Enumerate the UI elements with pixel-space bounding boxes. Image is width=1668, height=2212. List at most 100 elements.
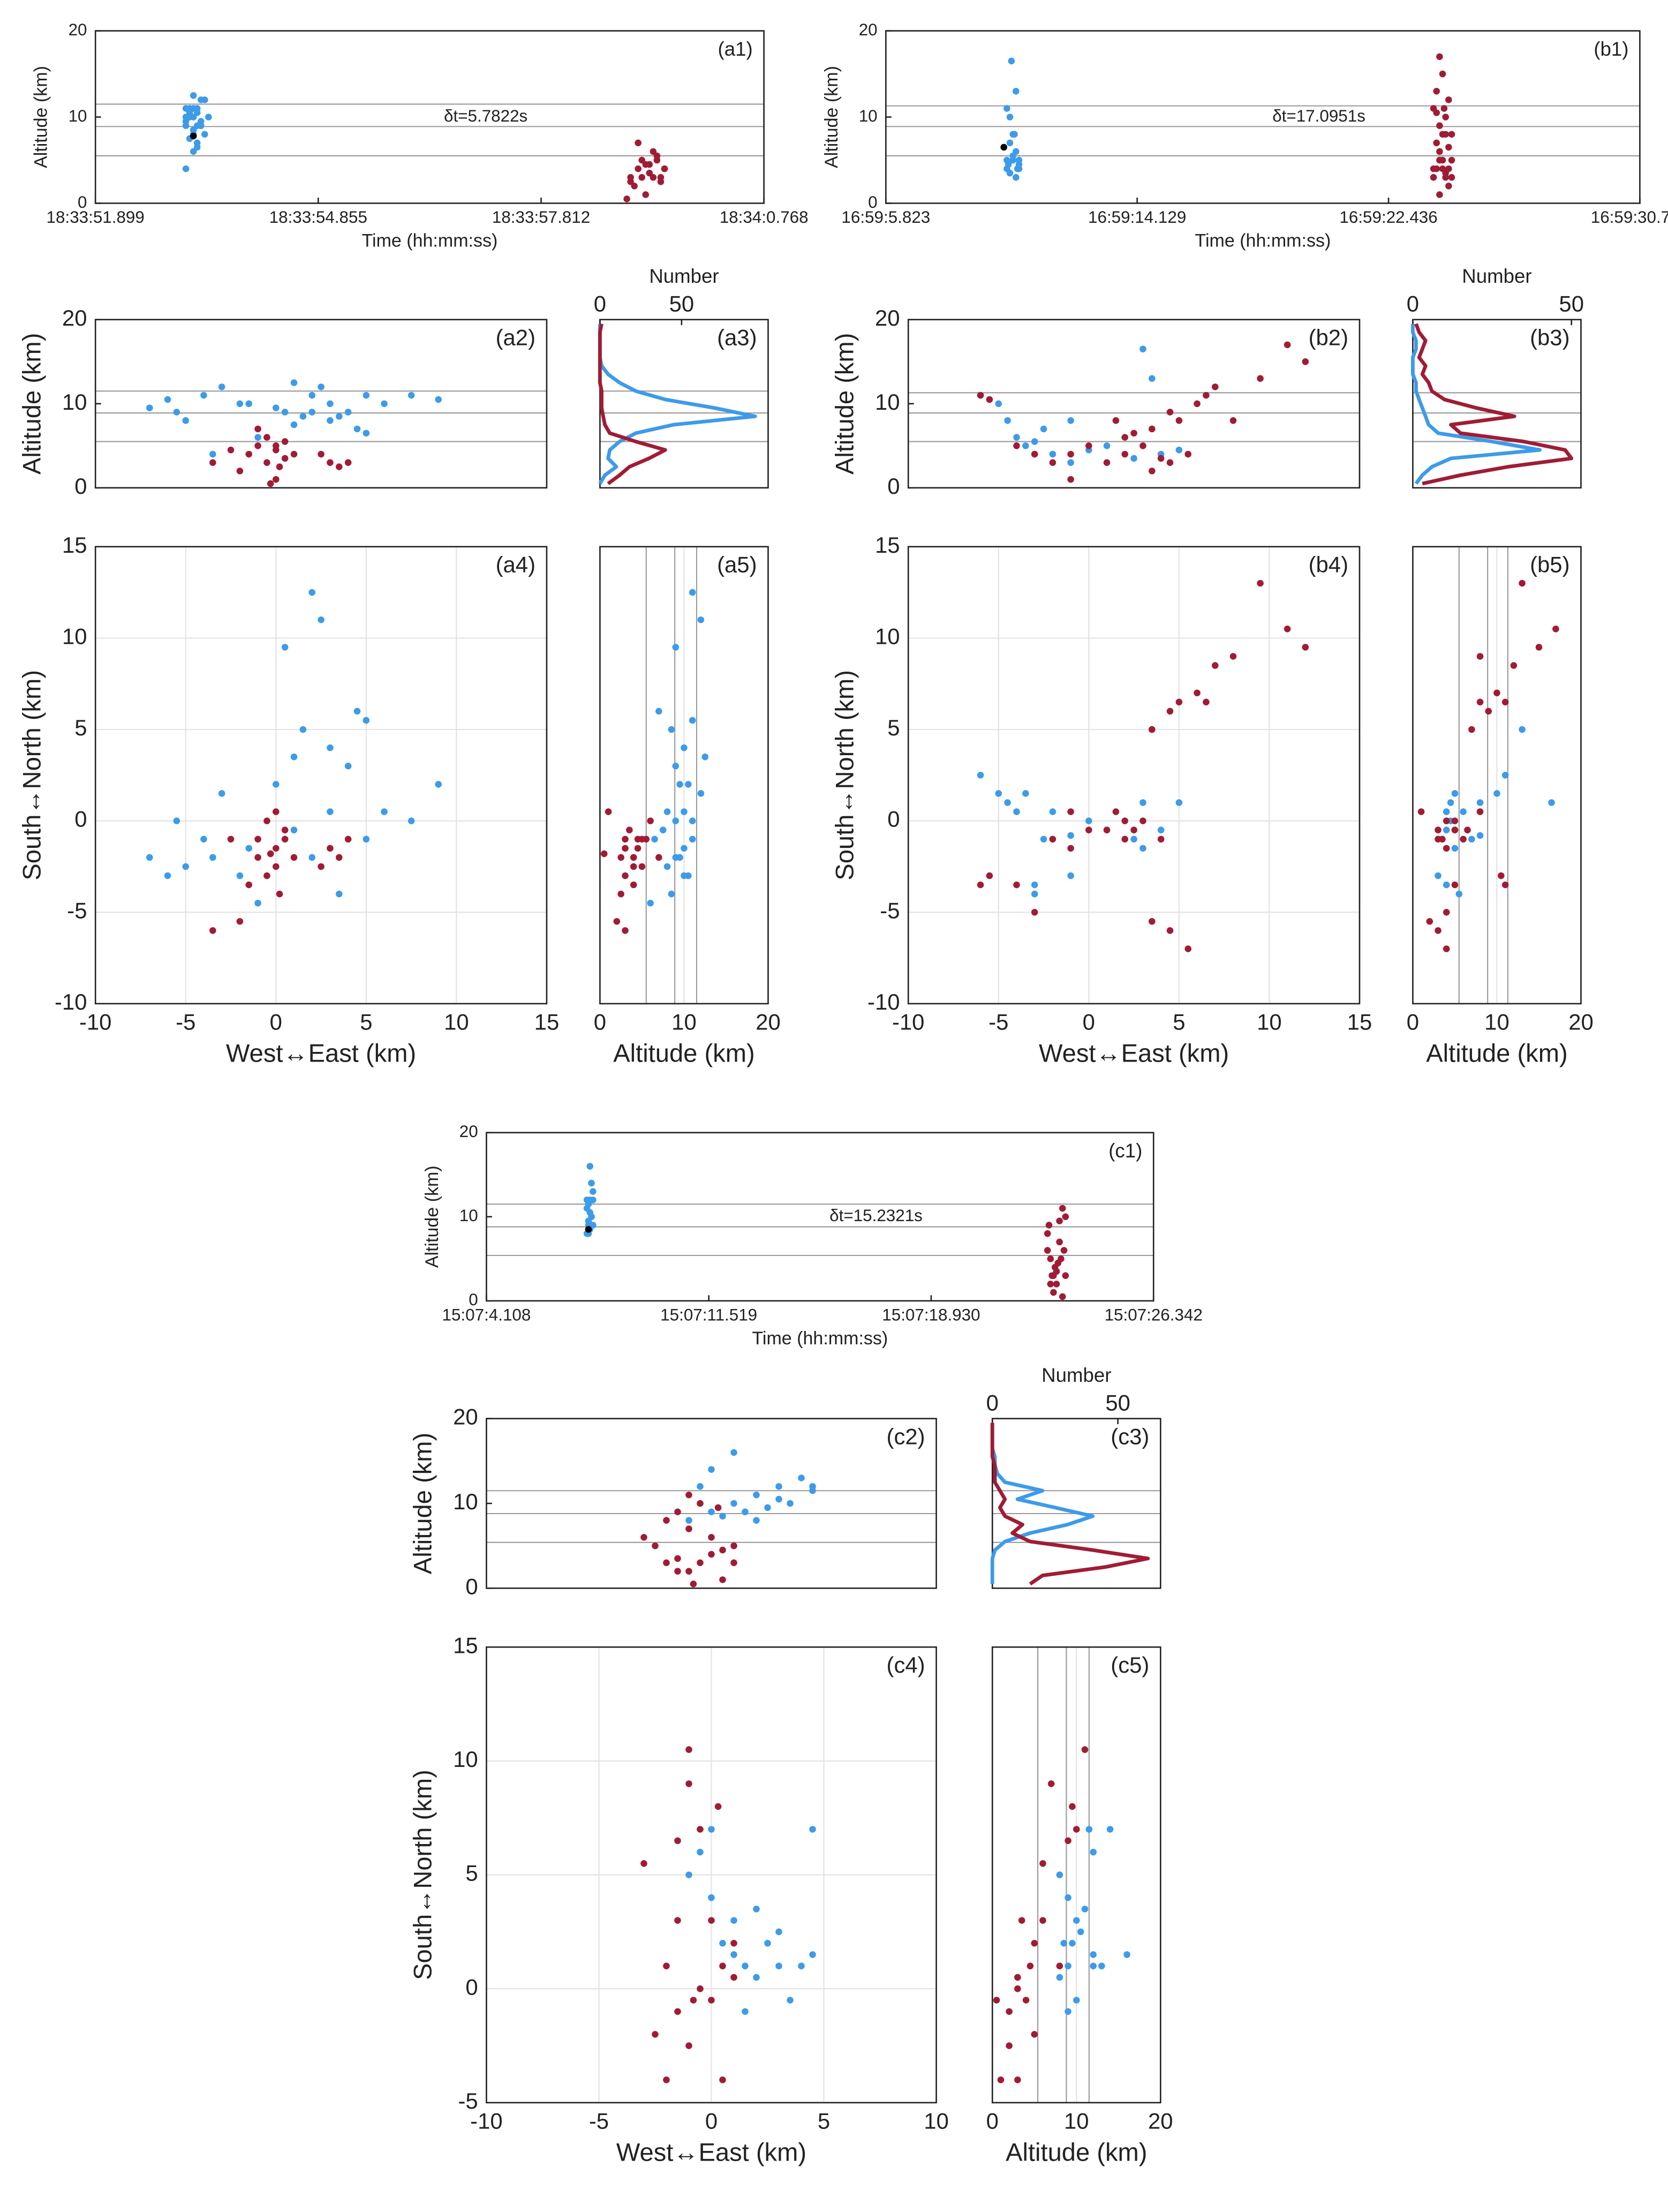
source-point (798, 1962, 805, 1969)
x-tick-label: 0 (1407, 1010, 1419, 1035)
y-tick-label: 10 (62, 623, 87, 649)
source-point (1121, 817, 1129, 824)
source-point (263, 872, 270, 879)
source-point (200, 836, 207, 843)
profile-line (1414, 323, 1574, 486)
source-point (281, 438, 289, 445)
y-tick-label: 0 (887, 473, 900, 499)
source-point (1184, 450, 1191, 458)
axes-frame (94, 319, 548, 489)
source-point (1067, 872, 1074, 879)
source-point (622, 845, 629, 852)
source-point (318, 383, 324, 390)
source-point (344, 459, 352, 466)
source-point (1058, 1255, 1065, 1262)
source-point (299, 413, 307, 420)
source-point (327, 845, 334, 852)
x-tick-label: 15 (1347, 1010, 1372, 1035)
profile-line (598, 323, 667, 485)
source-point (634, 845, 641, 852)
y-tick-label: 10 (875, 389, 900, 415)
y-tick-label: 5 (887, 715, 900, 740)
source-point (290, 854, 298, 861)
source-point (290, 379, 298, 386)
source-point (1047, 1780, 1055, 1787)
source-point (1194, 400, 1201, 408)
source-point (681, 872, 688, 879)
source-point (719, 1939, 726, 1947)
source-point (1166, 708, 1174, 715)
panel-label: (c2) (887, 1424, 925, 1449)
source-point (1212, 662, 1219, 669)
source-point (1085, 442, 1092, 449)
x-tick-label: 18:33:57.812 (492, 208, 590, 227)
source-point (273, 404, 280, 411)
source-point (1014, 1985, 1021, 1992)
source-point (236, 468, 244, 475)
source-point (1060, 1247, 1068, 1254)
source-point (198, 118, 205, 125)
axes-frame (599, 546, 769, 1005)
source-point (627, 178, 634, 185)
axes-frame (486, 1646, 937, 2104)
source-point (605, 808, 612, 815)
source-point (986, 872, 993, 879)
source-point (245, 845, 253, 852)
source-point (1149, 468, 1156, 475)
source-point (299, 726, 307, 733)
source-point (1000, 144, 1007, 151)
source-point (685, 1568, 692, 1575)
source-point (1031, 890, 1038, 898)
source-point (652, 1542, 659, 1549)
source-point (1257, 580, 1264, 587)
source-point (254, 425, 261, 433)
source-point (1445, 183, 1452, 190)
source-point (685, 1780, 692, 1787)
source-point (689, 817, 696, 824)
axes-frame (1412, 546, 1582, 1005)
source-point (1006, 2008, 1013, 2015)
y-tick-label: 10 (875, 623, 900, 649)
source-point (1044, 1230, 1051, 1237)
source-point (327, 417, 334, 424)
source-point (190, 132, 197, 140)
source-point (1047, 1255, 1054, 1262)
source-point (1229, 653, 1237, 660)
source-point (1430, 165, 1437, 172)
y-axis-label: Altitude (km) (830, 333, 858, 475)
panel-label: (a3) (717, 325, 757, 350)
source-point (1203, 392, 1210, 399)
source-point (585, 1226, 592, 1233)
source-point (1443, 945, 1450, 952)
source-point (193, 109, 201, 116)
source-point (1103, 442, 1111, 449)
source-point (685, 1871, 692, 1878)
x-axis-label: Altitude (km) (613, 1039, 754, 1067)
source-point (1552, 626, 1559, 633)
y-axis-label: Altitude (km) (422, 1165, 442, 1268)
x-axis-label: West↔East (km) (1039, 1039, 1229, 1067)
source-point (336, 890, 343, 898)
source-point (327, 808, 334, 815)
source-point (714, 1803, 722, 1810)
source-point (719, 2076, 726, 2083)
source-point (273, 442, 280, 449)
source-point (1548, 799, 1555, 806)
source-point (200, 392, 207, 399)
source-point (1302, 358, 1309, 365)
source-point (647, 817, 654, 824)
source-point (245, 450, 253, 458)
source-point (336, 413, 343, 420)
source-point (586, 1209, 594, 1216)
source-point (708, 1466, 715, 1473)
source-point (1056, 1217, 1063, 1224)
source-point (1067, 808, 1074, 815)
source-point (1445, 96, 1452, 103)
source-point (663, 1559, 670, 1567)
source-point (787, 1500, 794, 1507)
source-point (613, 918, 621, 925)
source-point (730, 1500, 737, 1507)
source-point (254, 899, 261, 907)
source-point (995, 400, 1002, 408)
source-point (327, 459, 334, 466)
